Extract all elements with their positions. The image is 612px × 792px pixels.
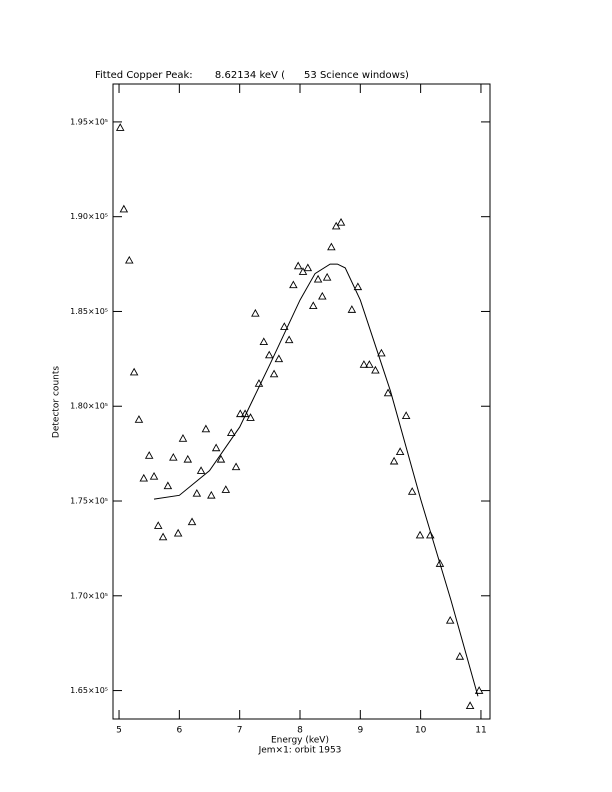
- data-point: [226, 428, 236, 437]
- data-point: [280, 322, 289, 330]
- data-point: [359, 360, 369, 368]
- fit-curve: [153, 263, 479, 697]
- x-tick-label: 8: [297, 726, 303, 736]
- x-tick-label: 5: [116, 726, 122, 736]
- data-point: [415, 530, 425, 539]
- data-point: [445, 616, 455, 624]
- data-point: [178, 434, 188, 442]
- data-point: [211, 443, 221, 452]
- data-point: [246, 413, 255, 421]
- data-point: [284, 335, 294, 344]
- y-tick-label: 1.70×10⁵: [70, 591, 108, 600]
- data-point: [308, 301, 318, 310]
- data-point: [269, 369, 279, 378]
- data-point: [259, 337, 269, 346]
- data-point: [293, 261, 303, 270]
- x-tick-label: 11: [475, 726, 486, 736]
- data-point: [207, 490, 216, 499]
- data-point: [187, 517, 197, 526]
- x-tick-label: 7: [237, 726, 243, 736]
- data-point: [318, 291, 327, 300]
- data-point: [303, 263, 313, 272]
- data-point: [119, 204, 129, 213]
- subtitle: Jem×1: orbit 1953: [258, 746, 342, 756]
- data-point: [426, 530, 435, 539]
- data-point: [115, 123, 125, 131]
- data-point: [365, 360, 374, 368]
- data-point: [134, 415, 144, 423]
- x-tick-label: 6: [176, 726, 182, 736]
- y-tick-label: 1.85×10⁵: [70, 307, 108, 316]
- data-point: [201, 424, 211, 433]
- x-tick-label: 10: [415, 726, 427, 736]
- data-point: [158, 532, 168, 541]
- data-point: [347, 305, 357, 313]
- data-point: [236, 409, 245, 418]
- data-point: [144, 451, 154, 459]
- data-point: [196, 466, 206, 474]
- y-axis-label: Detector counts: [52, 366, 62, 438]
- data-point: [216, 454, 226, 463]
- data-point: [264, 350, 274, 359]
- data-point: [251, 308, 260, 317]
- chart-title: Fitted Copper Peak: 8.62134 keV ( 53 Sci…: [95, 70, 409, 81]
- data-point: [129, 367, 139, 376]
- plot-frame: [112, 83, 491, 720]
- y-tick-label: 1.80×10⁵: [70, 402, 108, 411]
- data-point: [139, 473, 149, 482]
- data-point: [401, 411, 411, 419]
- data-point: [169, 452, 178, 461]
- data-point: [455, 652, 465, 660]
- data-point: [377, 348, 386, 357]
- data-point: [383, 388, 393, 397]
- data-point: [327, 242, 336, 251]
- data-point: [153, 521, 163, 529]
- data-point: [221, 485, 231, 493]
- data-point: [474, 686, 484, 694]
- data-point: [465, 701, 475, 709]
- data-point: [274, 354, 284, 363]
- y-tick-label: 1.90×10⁵: [70, 212, 108, 221]
- data-point: [389, 456, 399, 465]
- data-point: [192, 489, 202, 497]
- data-point: [289, 280, 298, 289]
- data-point: [163, 481, 173, 490]
- data-point: [298, 267, 308, 275]
- data-point: [322, 272, 332, 281]
- data-point: [125, 255, 134, 264]
- y-tick-label: 1.65×10⁵: [70, 686, 108, 695]
- data-point: [395, 447, 405, 455]
- y-tick-label: 1.95×10⁵: [70, 117, 108, 126]
- data-point: [371, 365, 380, 374]
- data-point: [173, 528, 183, 537]
- data-point: [313, 274, 323, 283]
- data-point: [353, 282, 363, 291]
- y-tick-label: 1.75×10⁵: [70, 497, 108, 506]
- data-point: [231, 462, 241, 471]
- data-point: [183, 454, 193, 463]
- x-tick-label: 9: [357, 726, 363, 736]
- data-point: [435, 559, 445, 567]
- x-axis-label: Energy (keV): [271, 736, 329, 746]
- data-point: [407, 487, 417, 495]
- data-point: [331, 221, 341, 230]
- data-point: [149, 471, 159, 480]
- data-point: [336, 217, 346, 226]
